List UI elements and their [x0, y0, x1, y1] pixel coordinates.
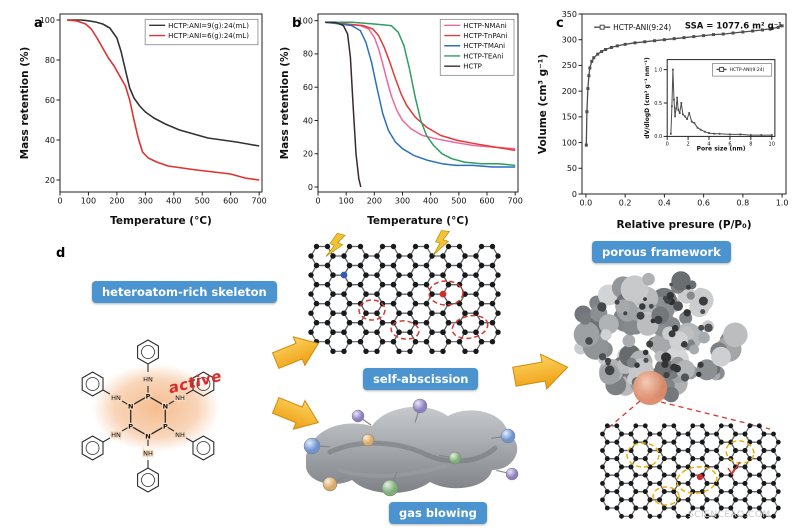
svg-text:500: 500	[451, 197, 466, 206]
svg-text:6: 6	[728, 141, 731, 147]
svg-text:0.5: 0.5	[654, 101, 662, 107]
svg-text:200: 200	[562, 87, 577, 96]
svg-text:Temperature (°C): Temperature (°C)	[110, 215, 212, 227]
svg-text:60: 60	[45, 96, 55, 105]
panel-label-d: d	[56, 246, 66, 261]
svg-text:Relative presure (P/P₀): Relative presure (P/P₀)	[616, 219, 751, 231]
svg-text:NH: NH	[175, 431, 185, 439]
svg-text:HCTP: HCTP	[463, 63, 482, 71]
svg-text:700: 700	[508, 197, 523, 206]
svg-text:HN: HN	[143, 375, 153, 383]
svg-text:P: P	[146, 392, 151, 400]
svg-text:300: 300	[138, 197, 153, 206]
svg-text:20: 20	[303, 150, 313, 159]
svg-text:N: N	[163, 402, 168, 410]
svg-text:150: 150	[562, 113, 577, 122]
svg-text:0: 0	[572, 190, 577, 199]
svg-text:50: 50	[567, 164, 577, 173]
svg-text:0.8: 0.8	[736, 199, 749, 208]
svg-text:200: 200	[109, 197, 124, 206]
svg-text:100: 100	[298, 16, 313, 25]
svg-text:HCTP:ANI=6(g):24(mL): HCTP:ANI=6(g):24(mL)	[168, 32, 249, 40]
svg-text:P: P	[163, 422, 168, 430]
svg-text:0: 0	[57, 197, 62, 206]
svg-text:HCTP-TEAni: HCTP-TEAni	[463, 52, 503, 60]
chart-panel-c: 0.0 0.2 0.4 0.6 0.8 1.0050100150200250300350R…	[537, 10, 789, 231]
svg-text:0.2: 0.2	[619, 199, 632, 208]
svg-text:250: 250	[562, 61, 577, 70]
watermark: SCIENCEAQ.COM	[688, 510, 771, 520]
svg-text:HN: HN	[111, 394, 121, 402]
label-self-abscission: self-abscission	[363, 368, 479, 390]
svg-text:10: 10	[769, 141, 775, 147]
svg-text:100: 100	[81, 197, 96, 206]
svg-text:0.6: 0.6	[697, 199, 710, 208]
svg-text:40: 40	[45, 136, 55, 145]
svg-text:1.0: 1.0	[776, 199, 789, 208]
svg-text:HCTP-TnPAni: HCTP-TnPAni	[463, 32, 507, 40]
svg-text:SSA = 1077.6 m² g⁻¹: SSA = 1077.6 m² g⁻¹	[685, 21, 782, 31]
label-gas-blowing: gas blowing	[389, 502, 487, 524]
svg-text:600: 600	[223, 197, 238, 206]
svg-text:Mass retention (%): Mass retention (%)	[279, 47, 291, 160]
svg-text:HN: HN	[111, 431, 121, 439]
svg-text:300: 300	[395, 197, 410, 206]
svg-text:0: 0	[666, 141, 669, 147]
svg-text:100: 100	[339, 197, 354, 206]
svg-text:0.4: 0.4	[658, 199, 671, 208]
svg-text:80: 80	[303, 50, 313, 59]
panel-label-a: a	[34, 16, 43, 31]
svg-text:NH: NH	[175, 394, 185, 402]
svg-text:350: 350	[562, 10, 577, 19]
svg-text:100: 100	[562, 138, 577, 147]
chart-panel-a: 0 100 200 300 400 500 600 700 20 40 60 80 100 Tempera…	[19, 13, 267, 227]
svg-text:4: 4	[707, 141, 710, 147]
svg-text:HCTP-NMAni: HCTP-NMAni	[463, 22, 507, 30]
svg-text:1.0: 1.0	[654, 67, 662, 73]
svg-text:600: 600	[479, 197, 494, 206]
svg-text:NH: NH	[143, 449, 153, 457]
svg-text:0: 0	[308, 183, 313, 192]
svg-text:200: 200	[367, 197, 382, 206]
svg-text:500: 500	[195, 197, 210, 206]
svg-text:Pore size (nm): Pore size (nm)	[697, 145, 746, 152]
svg-text:N: N	[145, 432, 150, 440]
svg-text:Temperature (°C): Temperature (°C)	[367, 215, 469, 227]
svg-text:HCTP-TMAni: HCTP-TMAni	[463, 42, 505, 50]
svg-text:2: 2	[687, 141, 690, 147]
label-porous-framework: porous framework	[592, 241, 731, 263]
svg-text:8: 8	[749, 141, 752, 147]
svg-text:Volume (cm³ g⁻¹): Volume (cm³ g⁻¹)	[537, 54, 549, 154]
panel-label-c: c	[556, 16, 564, 31]
svg-text:N: N	[128, 402, 133, 410]
svg-text:HCTP-ANI(9:24): HCTP-ANI(9:24)	[730, 67, 765, 73]
svg-text:HCTP:ANI=9(g):24(mL): HCTP:ANI=9(g):24(mL)	[168, 22, 249, 30]
svg-text:700: 700	[252, 197, 267, 206]
svg-text:0.0: 0.0	[654, 134, 662, 140]
svg-text:HCTP-ANI(9:24): HCTP-ANI(9:24)	[613, 23, 671, 32]
svg-text:0: 0	[315, 197, 320, 206]
svg-text:0.0: 0.0	[580, 199, 593, 208]
panel-label-b: b	[292, 16, 302, 31]
svg-text:80: 80	[45, 56, 55, 65]
svg-text:100: 100	[40, 16, 55, 25]
svg-text:Mass retention (%): Mass retention (%)	[19, 47, 31, 160]
chart-panel-b: 0 100 200 300 400 500 600 700 0 20 40 60 80 100 Temper…	[279, 13, 523, 227]
svg-text:dV/dlogD (cm³ g⁻¹ nm⁻¹): dV/dlogD (cm³ g⁻¹ nm⁻¹)	[644, 57, 651, 139]
svg-text:400: 400	[166, 197, 181, 206]
svg-text:400: 400	[423, 197, 438, 206]
svg-text:P: P	[128, 422, 133, 430]
svg-text:300: 300	[562, 36, 577, 45]
label-heteroatom-rich-skeleton: heteroatom-rich skeleton	[92, 281, 277, 303]
svg-text:40: 40	[303, 116, 313, 125]
svg-text:60: 60	[303, 83, 313, 92]
svg-text:20: 20	[45, 176, 55, 185]
